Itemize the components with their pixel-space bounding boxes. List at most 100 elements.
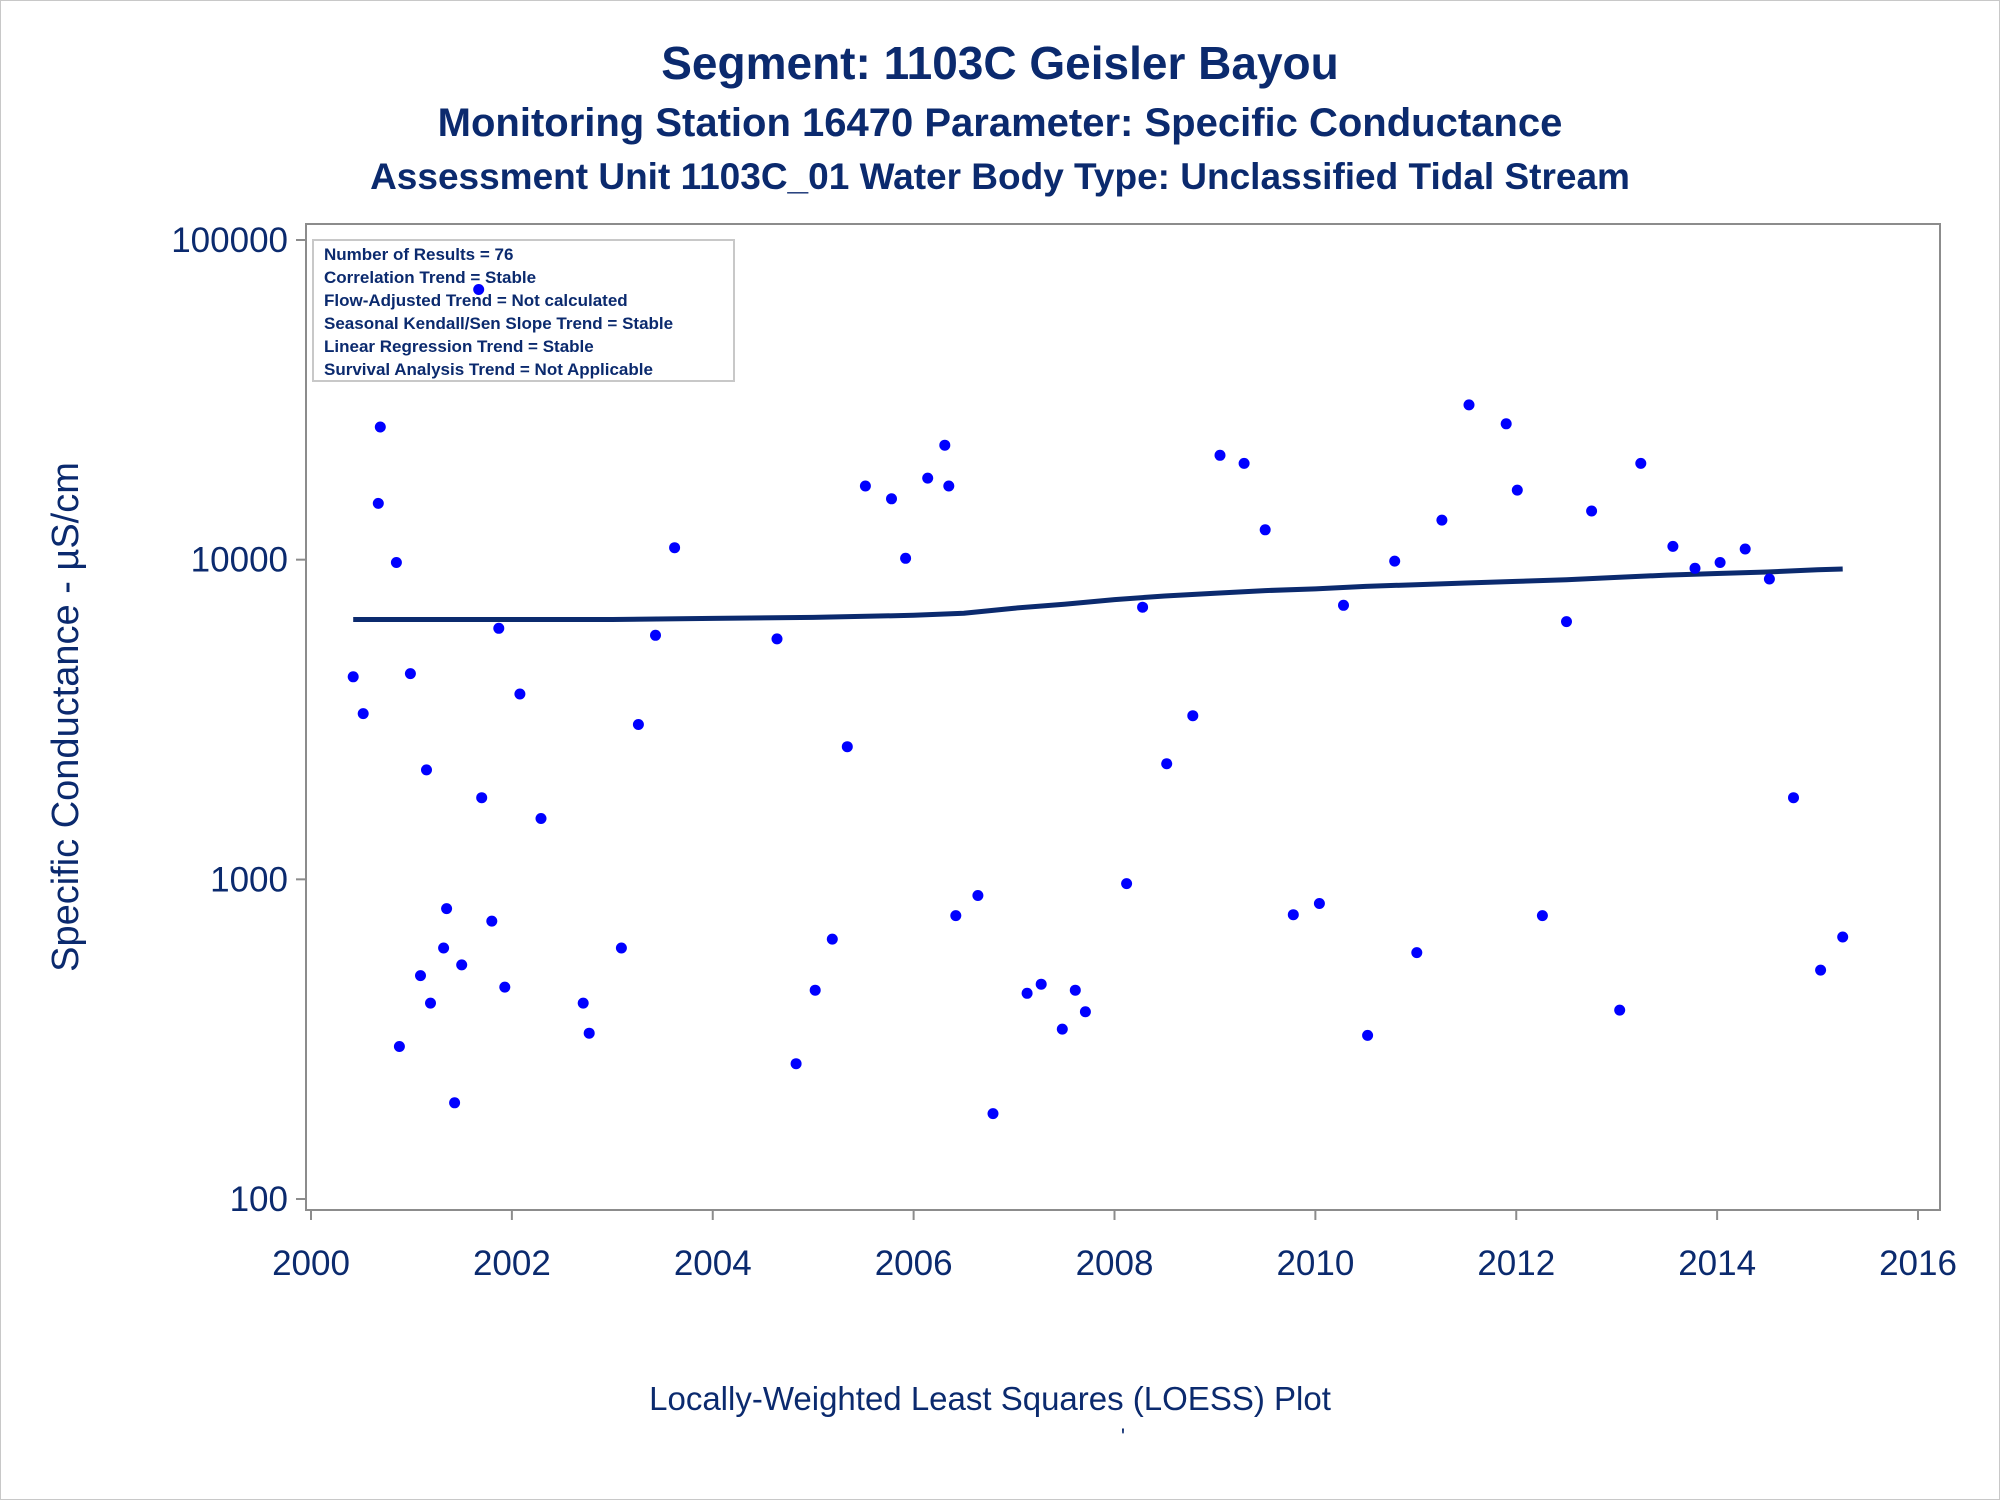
data-point	[1238, 457, 1250, 469]
footnote-mark: '	[1120, 1424, 1126, 1449]
data-point	[1389, 555, 1401, 567]
data-point	[393, 1041, 405, 1052]
chart-title: Segment: 1103C Geisler Bayou	[661, 37, 1339, 89]
data-point	[1463, 399, 1475, 411]
data-point	[615, 942, 627, 954]
data-point	[1586, 505, 1598, 517]
data-point	[1214, 449, 1226, 461]
data-point	[390, 557, 402, 568]
data-point	[1667, 540, 1679, 552]
data-point	[347, 671, 359, 683]
data-point	[1511, 484, 1523, 496]
data-point	[1313, 898, 1325, 909]
x-tick-label: 2014	[1678, 1244, 1756, 1283]
data-point	[809, 984, 821, 996]
data-point	[1079, 1006, 1091, 1018]
stat-seasonal-kendall-trend: Seasonal Kendall/Sen Slope Trend = Stabl…	[324, 314, 673, 333]
data-point	[1436, 514, 1448, 526]
stat-number-of-results: Number of Results = 76	[324, 245, 513, 264]
stats-box: Number of Results = 76 Correlation Trend…	[312, 239, 735, 382]
data-point	[922, 472, 934, 484]
data-point	[886, 493, 897, 505]
data-point	[493, 622, 505, 634]
data-point	[415, 970, 426, 982]
data-point	[1763, 573, 1775, 585]
stat-linear-regression-trend: Linear Regression Trend = Stable	[324, 337, 594, 356]
stat-flow-adjusted-trend: Flow-Adjusted Trend = Not calculated	[324, 291, 628, 310]
data-point	[583, 1027, 595, 1039]
x-axis: 2000 2002 2004 2006 2008 2010 2012 2014 2016	[272, 1210, 1957, 1283]
stat-survival-analysis-trend: Survival Analysis Trend = Not Applicable	[324, 360, 653, 379]
data-point	[841, 741, 853, 753]
data-point	[939, 439, 951, 451]
x-tick-label: 2000	[272, 1244, 350, 1283]
data-point	[374, 421, 386, 433]
data-point	[514, 688, 526, 700]
data-point	[1338, 599, 1349, 611]
data-point	[1614, 1004, 1626, 1016]
data-point	[357, 708, 369, 720]
data-point	[372, 497, 384, 509]
data-point	[1035, 978, 1047, 990]
data-point	[449, 1097, 461, 1109]
data-point	[650, 629, 661, 641]
data-point	[1121, 878, 1133, 890]
data-point	[1161, 758, 1173, 770]
loess-series	[353, 566, 1843, 622]
data-point	[826, 933, 838, 945]
data-point	[632, 719, 644, 730]
data-point	[1788, 792, 1799, 804]
y-tick-label: 10000	[191, 541, 288, 580]
data-point	[1561, 616, 1572, 628]
y-tick-label: 100000	[171, 221, 288, 260]
data-point	[1536, 910, 1548, 922]
data-point	[987, 1108, 999, 1120]
data-point	[1056, 1023, 1068, 1035]
data-point	[425, 997, 436, 1009]
data-point	[950, 910, 962, 922]
data-point	[1259, 524, 1271, 536]
data-point	[486, 915, 498, 927]
footnote: Locally-Weighted Least Squares (LOESS) P…	[649, 1380, 1331, 1417]
data-point	[499, 981, 511, 993]
data-point	[438, 942, 450, 954]
data-point	[1815, 964, 1827, 976]
data-point	[1187, 710, 1199, 722]
data-point	[943, 480, 955, 492]
data-point	[1739, 543, 1751, 555]
y-tick-label: 100	[230, 1180, 288, 1219]
x-tick-label: 2002	[473, 1244, 551, 1283]
x-tick-label: 2004	[674, 1244, 752, 1283]
data-point	[456, 959, 468, 971]
x-tick-label: 2010	[1276, 1244, 1354, 1283]
y-tick-label: 1000	[210, 860, 288, 899]
stats-box-frame	[312, 239, 735, 382]
data-point	[421, 764, 432, 776]
data-point	[535, 813, 547, 824]
x-tick-label: 2006	[875, 1244, 953, 1283]
x-tick-label: 2016	[1879, 1244, 1957, 1283]
plot-area	[305, 223, 1941, 1211]
data-point	[441, 903, 453, 915]
data-point	[1287, 909, 1299, 921]
data-point	[476, 792, 488, 804]
y-axis: 100 1000 10000 100000	[171, 221, 306, 1219]
data-point	[1635, 457, 1647, 469]
data-point	[1137, 601, 1149, 613]
data-point	[859, 480, 871, 492]
chart-subtitle-station: Monitoring Station 16470 Parameter: Spec…	[437, 101, 1563, 145]
data-point	[790, 1058, 802, 1070]
data-point	[1362, 1029, 1374, 1041]
data-point	[771, 633, 783, 645]
data-point	[473, 284, 485, 295]
data-point	[669, 542, 681, 554]
data-point	[577, 997, 589, 1009]
data-point	[972, 890, 984, 901]
data-point	[1837, 931, 1849, 943]
data-point	[1069, 984, 1081, 996]
data-point	[900, 552, 912, 564]
stat-correlation-trend: Correlation Trend = Stable	[324, 268, 536, 287]
data-point	[1411, 947, 1423, 959]
data-point	[404, 668, 416, 680]
